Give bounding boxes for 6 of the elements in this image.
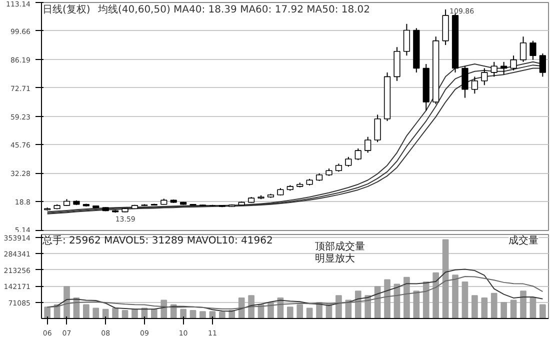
annotation: 顶部成交量 (315, 240, 366, 252)
annotation: 明显放大 (315, 252, 356, 264)
annotation: 均线(40,60,50) MA40: 18.39 MA60: 17.92 MA50: 18.02 (97, 4, 370, 16)
annotation: 成交量 (508, 234, 539, 246)
annotation: 日线(复权) (42, 4, 90, 16)
annotation: 总手: 25962 MAVOL5: 31289 MAVOL10: 41962 (41, 234, 273, 246)
